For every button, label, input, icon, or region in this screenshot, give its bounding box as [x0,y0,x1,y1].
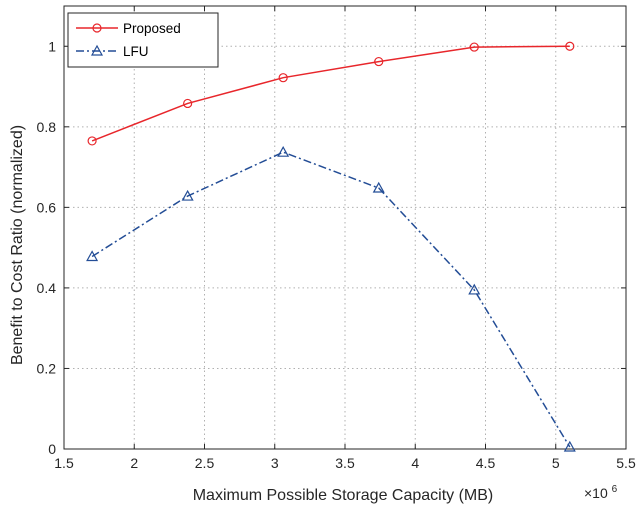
x-tick-label: 5.5 [616,455,636,471]
legend-marker-proposed [92,23,102,33]
data-point [181,189,194,201]
series-proposed [87,41,575,146]
x-tick-label: 5 [552,455,560,471]
data-point [278,73,288,83]
x-axis-multiplier-exponent: 6 [612,484,618,495]
x-tick-label: 3 [271,455,279,471]
data-point [565,41,575,51]
legend-label-proposed: Proposed [123,21,181,36]
y-tick-label: 1 [48,38,56,54]
data-point [87,136,97,146]
series-line [91,151,571,448]
legend-marker-lfu [90,44,104,56]
x-axis-multiplier: ×10 6 [584,484,618,501]
ticks: 1.5 2 2.5 3 3.5 4 4.5 5 5.5 0 0.2 0.4 0.6 0.8 1 [37,6,636,471]
legend-box [67,12,219,68]
series-lfu [86,145,576,452]
x-tick-label: 2 [130,455,138,471]
y-tick-label: 0.4 [37,280,57,296]
data-point [372,181,385,193]
y-tick-label: 0 [48,441,56,457]
data-point [469,42,479,52]
grid [64,6,626,449]
data-point [468,283,481,295]
x-tick-label: 4 [411,455,419,471]
legend: Proposed LFU [67,12,219,68]
y-tick-label: 0.2 [37,360,57,376]
series-line [91,45,570,142]
data-point [563,440,576,452]
data-point [374,56,384,67]
x-axis-multiplier-base: ×10 [584,485,608,501]
data-point [183,98,193,109]
data-point [277,145,290,157]
x-tick-label: 1.5 [54,455,74,471]
x-tick-label: 2.5 [195,455,215,471]
x-axis-label: Maximum Possible Storage Capacity (MB) [193,487,494,504]
legend-label-lfu: LFU [123,44,149,59]
y-tick-label: 0.8 [37,119,57,135]
x-tick-label: 4.5 [476,455,496,471]
data-point [86,250,99,262]
y-tick-label: 0.6 [37,199,57,215]
y-axis-label: Benefit to Cost Ratio (normalized) [9,125,26,365]
x-tick-label: 3.5 [335,455,355,471]
series-group [86,41,576,452]
